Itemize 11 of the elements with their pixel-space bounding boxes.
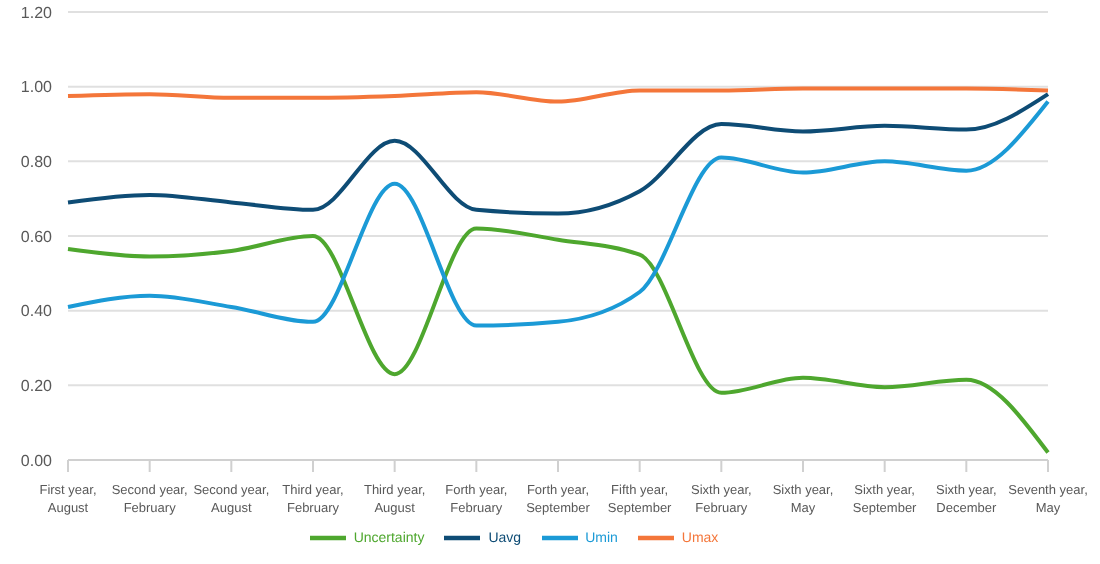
line-series bbox=[66, 92, 1050, 216]
y-tick-label: 0.00 bbox=[20, 451, 54, 470]
line-series bbox=[66, 226, 1050, 455]
line-series bbox=[66, 86, 1050, 104]
y-tick-label: 0.80 bbox=[20, 153, 54, 172]
y-tick-label: 1.20 bbox=[20, 3, 54, 22]
y-tick-label: 0.40 bbox=[20, 302, 54, 321]
line-series bbox=[66, 99, 1050, 328]
y-tick-label: 0.60 bbox=[20, 227, 54, 246]
y-tick-label: 1.00 bbox=[20, 78, 54, 97]
y-tick-label: 0.20 bbox=[20, 377, 54, 396]
